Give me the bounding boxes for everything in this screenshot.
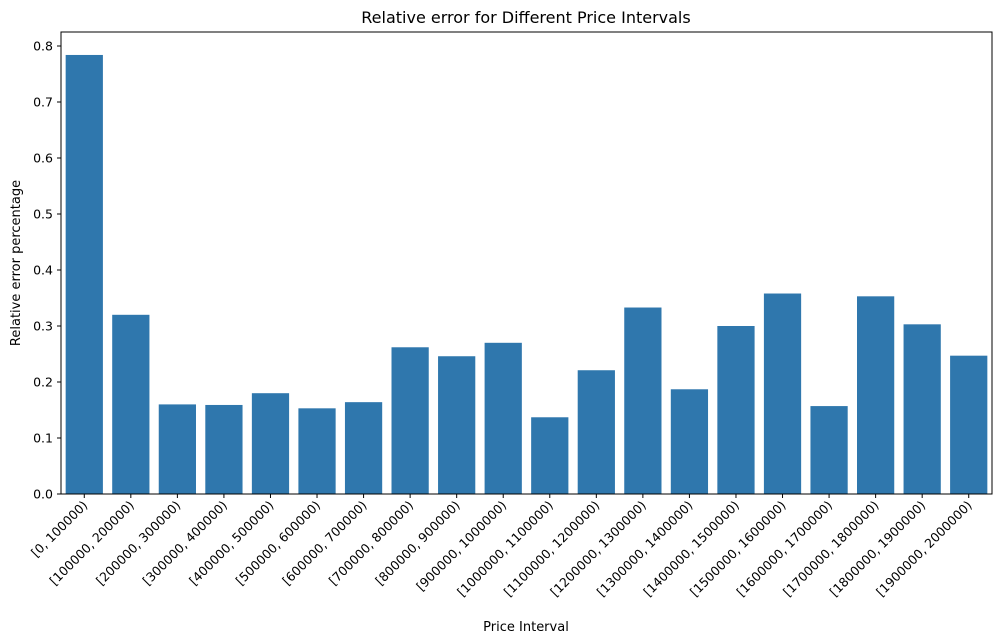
x-tick-label-7: [700000, 800000)	[326, 498, 417, 589]
y-tick-label-7: 0.7	[33, 95, 53, 110]
x-tick-label-8: [800000, 900000)	[372, 498, 463, 589]
bar-7	[391, 347, 429, 494]
x-tick-label-5: [500000, 600000)	[233, 498, 324, 589]
x-tick-label-2: [200000, 300000)	[93, 498, 184, 589]
x-tick-label-1: [100000, 200000)	[46, 498, 137, 589]
y-tick-label-6: 0.6	[33, 151, 53, 166]
bar-16	[810, 406, 848, 494]
bars-group	[65, 54, 988, 495]
bar-11	[577, 370, 615, 494]
chart-title: Relative error for Different Price Inter…	[361, 8, 690, 27]
plot-frame	[60, 31, 993, 495]
y-tick-label-0: 0.0	[33, 487, 53, 502]
y-axis: 0.0 0.1 0.2 0.3 0.4 0.5 0.6 0.7 0.8	[33, 39, 61, 502]
bar-12	[624, 307, 662, 494]
x-axis: [0, 100000)[100000, 200000)[200000, 3000…	[28, 494, 975, 599]
bar-19	[950, 355, 988, 494]
bar-14	[717, 326, 755, 494]
y-tick-label-8: 0.8	[33, 39, 53, 54]
bar-18	[903, 324, 941, 494]
y-axis-label: Relative error percentage	[9, 180, 24, 346]
y-tick-label-5: 0.5	[33, 207, 53, 222]
bar-13	[670, 389, 709, 494]
bar-4	[251, 393, 290, 494]
bar-9	[484, 342, 522, 494]
y-tick-label-2: 0.2	[33, 375, 53, 390]
bar-5	[298, 408, 336, 494]
y-tick-label-1: 0.1	[33, 431, 53, 446]
bar-0	[65, 54, 103, 495]
bar-8	[438, 356, 476, 494]
x-tick-label-3: [300000, 400000)	[139, 498, 230, 589]
bar-10	[531, 417, 569, 494]
bar-2	[158, 404, 196, 494]
bar-3	[205, 404, 243, 494]
y-tick-label-4: 0.4	[33, 263, 53, 278]
bar-1	[112, 314, 150, 494]
x-tick-label-19: [1900000, 2000000)	[873, 498, 975, 600]
bar-15	[763, 293, 802, 494]
x-tick-label-4: [400000, 500000)	[186, 498, 277, 589]
x-tick-label-6: [600000, 700000)	[279, 498, 370, 589]
x-tick-label-9: [900000, 1000000)	[413, 498, 509, 594]
y-tick-label-3: 0.3	[33, 319, 53, 334]
x-axis-label: Price Interval	[483, 620, 569, 635]
bar-17	[857, 296, 895, 494]
bar-6	[344, 402, 383, 494]
